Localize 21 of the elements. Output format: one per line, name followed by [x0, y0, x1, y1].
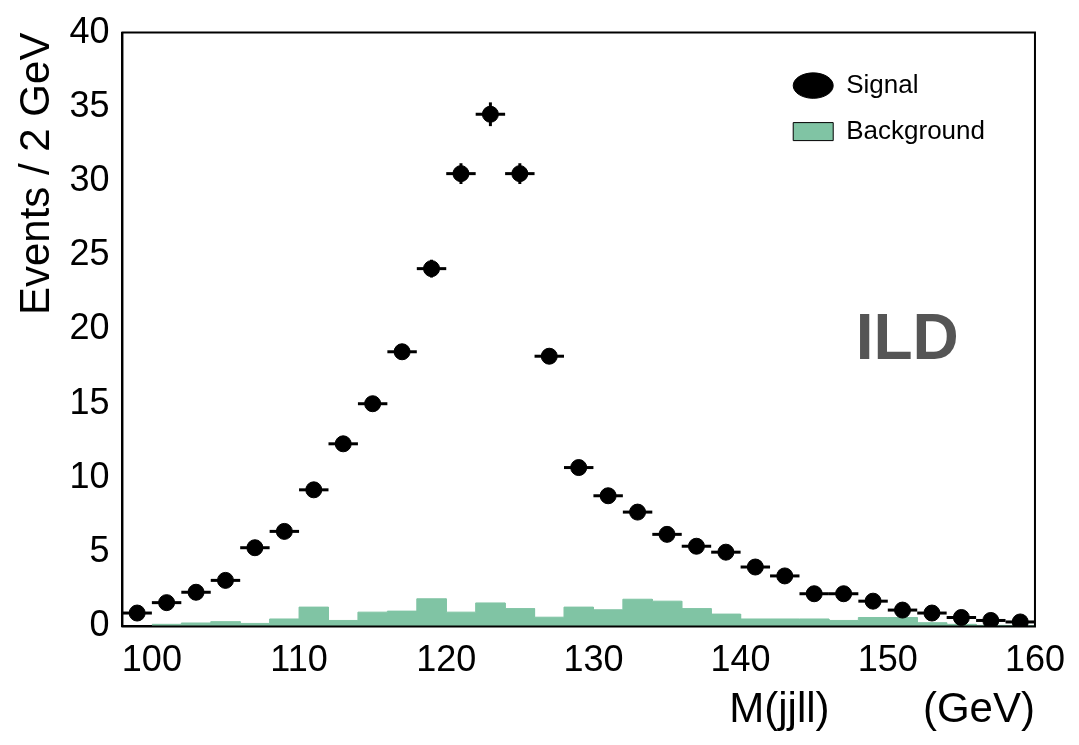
y-tick-label: 25 [69, 232, 110, 274]
x-tick-label: 100 [121, 637, 182, 679]
legend-label: Signal [846, 68, 919, 99]
y-tick-label: 0 [89, 603, 110, 645]
x-tick-label: 110 [270, 637, 328, 679]
x-tick-label: 150 [857, 637, 918, 679]
y-tick-label: 5 [89, 529, 110, 571]
y-axis-title: Events / 2 GeV [10, 32, 58, 316]
y-tick-label: 30 [69, 157, 110, 199]
y-tick-label: 20 [69, 306, 110, 348]
x-tick-label: 120 [416, 637, 477, 679]
x-tick-label: 130 [563, 637, 624, 679]
x-tick-label: 160 [1004, 637, 1066, 679]
legend-label: Background [846, 114, 985, 145]
x-tick-label: 140 [710, 637, 771, 679]
x-axis-title: M(jjll) (GeV) [729, 684, 1035, 732]
y-tick-label: 40 [69, 9, 110, 51]
y-tick-label: 10 [69, 454, 110, 496]
y-tick-label: 35 [69, 83, 110, 125]
annotation: ILD [855, 301, 959, 374]
y-tick-label: 15 [69, 380, 110, 422]
